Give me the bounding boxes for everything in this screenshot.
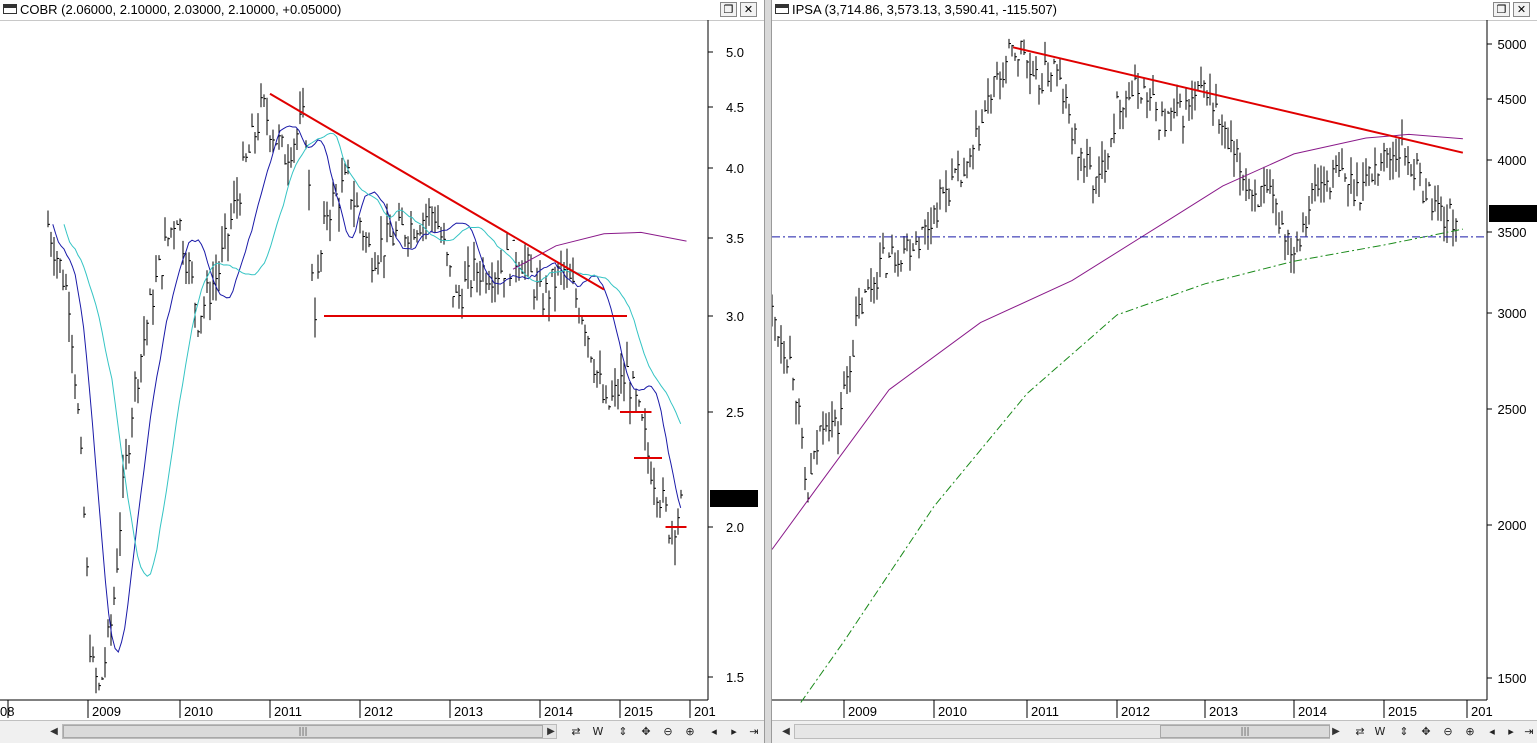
x-tick-label: 2014 — [1298, 704, 1327, 719]
scroll-right-arrow[interactable]: ▶ — [547, 726, 555, 737]
long-moving-average-line — [772, 133, 1463, 550]
green-dashed-average-line — [800, 228, 1463, 703]
scroll-forward-icon[interactable]: ▸ — [731, 725, 737, 738]
vertical-resize-icon[interactable]: ⇕ — [618, 725, 628, 738]
chart-title: IPSA (3,714.86, 3,573.13, 3,590.41, -115… — [792, 2, 1058, 17]
y-tick-label: 4.0 — [726, 161, 744, 176]
x-tick-label: 2009 — [848, 704, 877, 719]
interval-w-icon[interactable]: W — [1374, 725, 1386, 738]
x-tick-label: 2014 — [544, 704, 573, 719]
moving-average-line — [63, 132, 682, 577]
y-tick-label: 1500 — [1498, 671, 1527, 686]
y-tick-label: 2000 — [1498, 518, 1527, 533]
pane-splitter[interactable] — [764, 0, 772, 743]
scrollbar-thumb[interactable]: ||| — [63, 725, 543, 738]
x-tick-label: 2012 — [1121, 704, 1150, 719]
x-tick-label: 2015 — [624, 704, 653, 719]
y-tick-label: 3.5 — [726, 231, 744, 246]
chart-title-bar: COBR (2.06000, 2.10000, 2.03000, 2.10000… — [0, 0, 764, 21]
y-tick-label: 3500 — [1498, 225, 1527, 240]
scroll-back-icon[interactable]: ◂ — [1489, 725, 1495, 738]
x-tick-label: 2015 — [1388, 704, 1417, 719]
restore-window-button[interactable]: ❐ — [1493, 2, 1510, 17]
x-tick-label: 201 — [1471, 704, 1493, 719]
zoom-in-icon[interactable]: ⊕ — [1465, 725, 1475, 738]
y-tick-label: 5.0 — [726, 45, 744, 60]
close-window-button[interactable]: ✕ — [1513, 2, 1530, 17]
y-tick-label: 3000 — [1498, 306, 1527, 321]
scroll-left-arrow[interactable]: ◀ — [782, 726, 790, 737]
x-tick-label: 2012 — [364, 704, 393, 719]
trendline[interactable] — [1012, 46, 1464, 154]
x-tick-label: 2010 — [184, 704, 213, 719]
x-tick-label: 2009 — [92, 704, 121, 719]
ipsa-index-chart[interactable]: 5000 4500 4000 3500 3000 2500 2000 1500 2009 2010… — [772, 0, 1537, 743]
scroll-left-arrow[interactable]: ◀ — [50, 726, 58, 737]
last-price-tag — [710, 490, 758, 507]
x-tick-label: 2010 — [938, 704, 967, 719]
y-tick-label: 2500 — [1498, 402, 1527, 417]
x-tick-label: 2013 — [454, 704, 483, 719]
chart-pane-ipsa[interactable]: IPSA (3,714.86, 3,573.13, 3,590.41, -115… — [772, 0, 1537, 743]
restore-window-button[interactable]: ❐ — [720, 2, 737, 17]
y-tick-label: 4500 — [1498, 92, 1527, 107]
zoom-out-icon[interactable]: ⊖ — [1443, 725, 1453, 738]
y-tick-label: 2.0 — [726, 520, 744, 535]
x-tick-label: 2013 — [1209, 704, 1238, 719]
x-tick-label: 2011 — [274, 704, 302, 719]
y-tick-label: 1.5 — [726, 670, 744, 685]
x-tick-label: 2011 — [1031, 704, 1059, 719]
scroll-forward-icon[interactable]: ▸ — [1508, 725, 1514, 738]
chart-bottom-toolbar: ◀ ||| ▶ ⇄ W ⇕ ✥ ⊖ ⊕ ◂ ▸ ⇥ — [0, 720, 764, 743]
zoom-in-icon[interactable]: ⊕ — [685, 725, 695, 738]
sync-icon[interactable]: ⇄ — [571, 725, 581, 738]
chart-pane-cobr[interactable]: COBR (2.06000, 2.10000, 2.03000, 2.10000… — [0, 0, 764, 743]
chart-window-icon — [3, 4, 17, 14]
y-tick-label: 5000 — [1498, 37, 1527, 52]
x-tick-label: 08 — [0, 704, 14, 719]
end-icon[interactable]: ⇥ — [749, 725, 759, 738]
y-tick-label: 2.5 — [726, 405, 744, 420]
sync-icon[interactable]: ⇄ — [1355, 725, 1365, 738]
end-icon[interactable]: ⇥ — [1524, 725, 1534, 738]
moving-average-line — [52, 125, 682, 653]
chart-title-bar: IPSA (3,714.86, 3,573.13, 3,590.41, -115… — [772, 0, 1537, 21]
x-tick-label: 201 — [694, 704, 716, 719]
last-price-tag-value: 3590.4 — [1495, 207, 1532, 221]
y-tick-label: 4000 — [1498, 153, 1527, 168]
last-price-tag-value: 2.1000 — [716, 492, 753, 506]
horizontal-scrollbar[interactable]: ||| — [62, 724, 557, 739]
chart-window-icon — [775, 4, 789, 14]
horizontal-scrollbar[interactable]: ||| — [794, 724, 1330, 739]
scroll-back-icon[interactable]: ◂ — [711, 725, 717, 738]
trendline[interactable] — [269, 92, 605, 291]
move-crosshair-icon[interactable]: ✥ — [1421, 725, 1431, 738]
last-price-tag — [1489, 205, 1537, 222]
scrollbar-thumb[interactable]: ||| — [1160, 725, 1330, 738]
y-tick-label: 3.0 — [726, 309, 744, 324]
chart-title: COBR (2.06000, 2.10000, 2.03000, 2.10000… — [20, 2, 342, 17]
y-tick-label: 4.5 — [726, 100, 744, 115]
close-window-button[interactable]: ✕ — [740, 2, 757, 17]
move-crosshair-icon[interactable]: ✥ — [641, 725, 651, 738]
interval-w-icon[interactable]: W — [592, 725, 604, 738]
scroll-right-arrow[interactable]: ▶ — [1332, 726, 1340, 737]
cobr-price-chart[interactable]: 5.0 4.5 4.0 3.5 3.0 2.5 2.0 1.5 08 2009 2010 2011 20… — [0, 0, 764, 743]
vertical-resize-icon[interactable]: ⇕ — [1399, 725, 1409, 738]
zoom-out-icon[interactable]: ⊖ — [663, 725, 673, 738]
chart-bottom-toolbar: ◀ ||| ▶ ⇄ W ⇕ ✥ ⊖ ⊕ ◂ ▸ ⇥ — [772, 720, 1537, 743]
